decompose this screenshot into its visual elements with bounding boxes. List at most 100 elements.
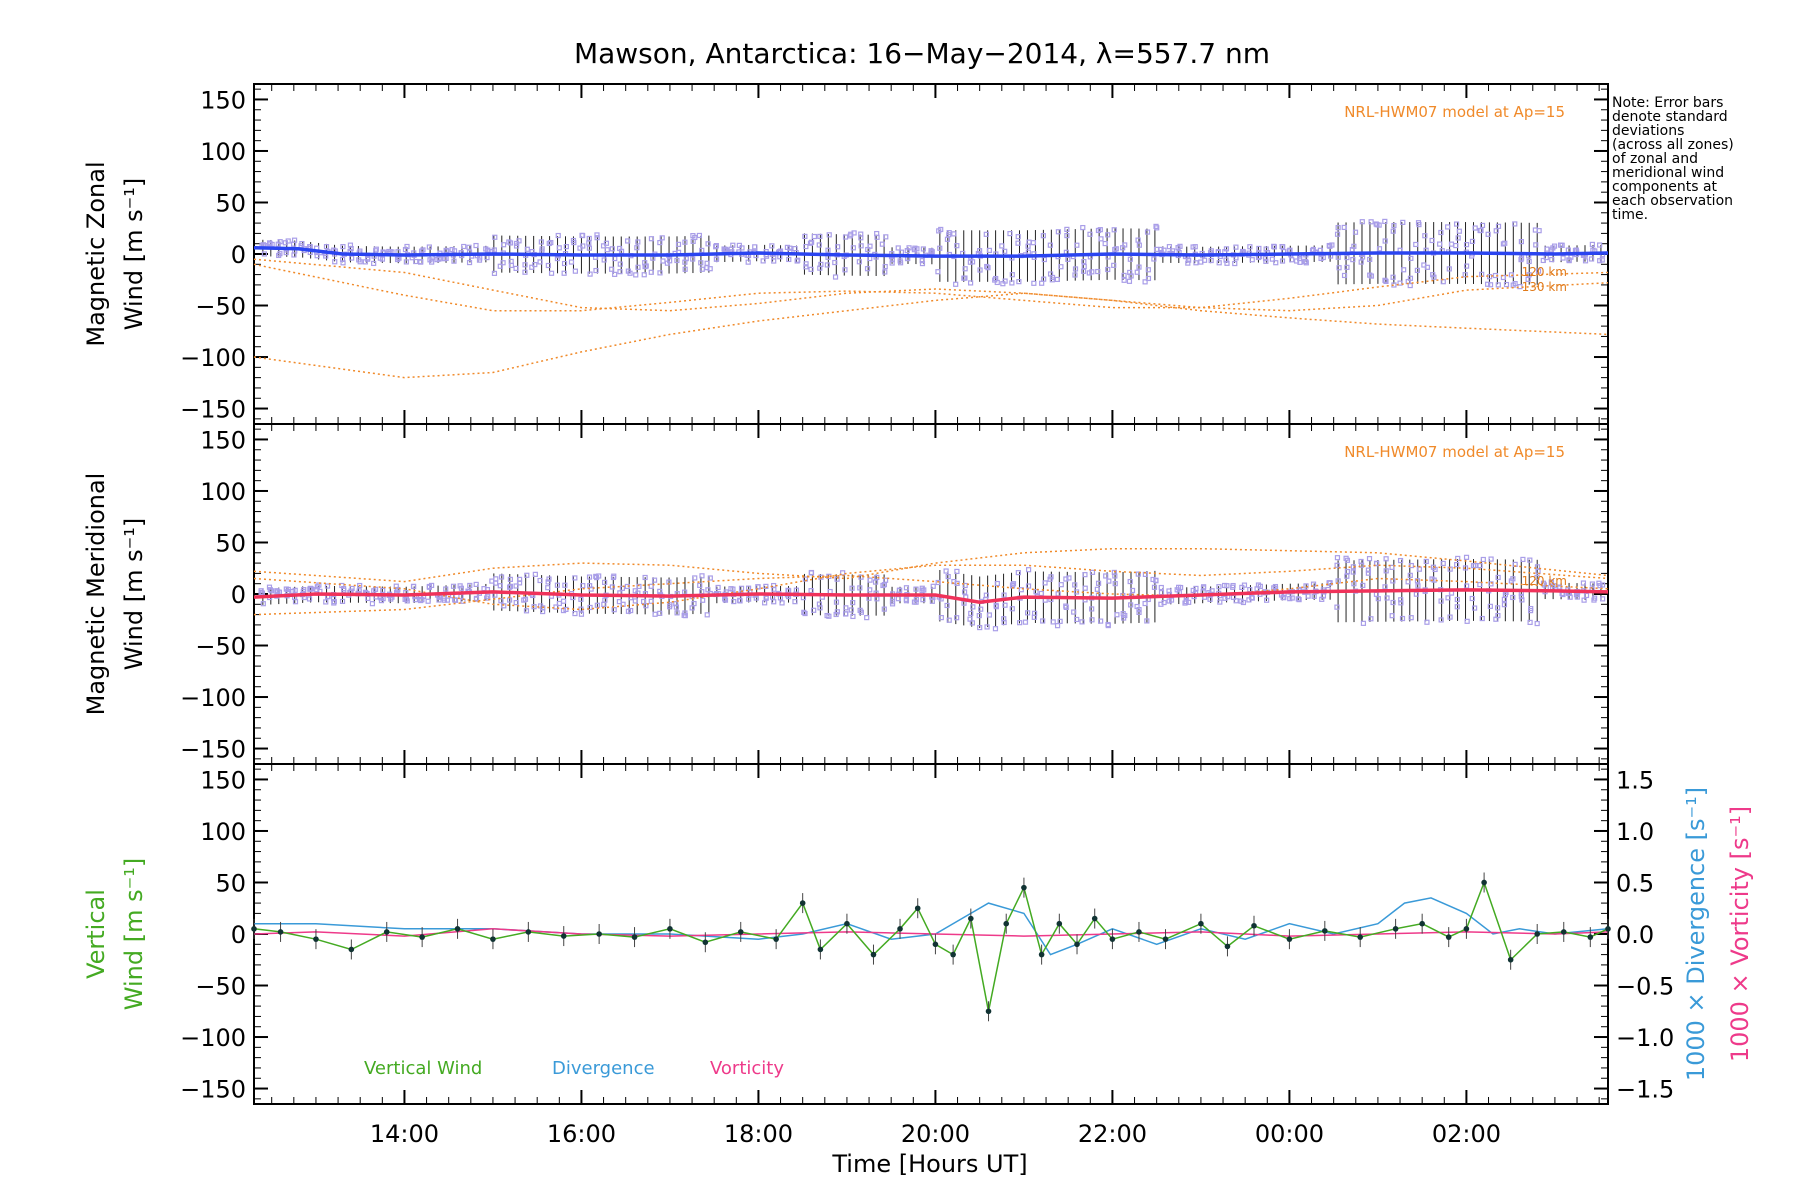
zone-point — [1217, 599, 1223, 605]
zone-point — [1367, 256, 1373, 263]
zone-point — [832, 259, 838, 266]
zone-point — [1336, 265, 1342, 271]
zone-point — [858, 243, 864, 249]
zone-point — [554, 255, 561, 262]
zone-point — [1527, 557, 1533, 563]
zone-point — [1566, 257, 1572, 263]
zone-point — [1445, 595, 1451, 601]
vertical-wind-point — [773, 936, 779, 942]
vertical-wind-point — [348, 946, 355, 953]
zone-point — [1551, 243, 1558, 249]
zone-point — [572, 575, 578, 581]
zone-point — [929, 249, 935, 255]
zone-point — [1185, 260, 1191, 266]
zone-point — [1153, 246, 1160, 252]
zone-point — [938, 226, 944, 233]
zone-point — [347, 242, 354, 248]
zone-point — [713, 256, 720, 262]
zonal-model-height-label: 130 km — [1522, 280, 1567, 294]
model-curve — [253, 564, 1609, 611]
zone-point — [394, 256, 401, 263]
zone-point — [911, 599, 918, 605]
zone-point — [879, 241, 885, 247]
zone-point — [1592, 595, 1598, 601]
zone-point — [1064, 226, 1070, 232]
zone-point — [648, 269, 654, 275]
y-tick-label: 50 — [215, 869, 246, 897]
zone-point — [1126, 278, 1133, 284]
zone-point — [1358, 259, 1364, 265]
zone-point — [1389, 564, 1395, 570]
vertical-wind-point — [1560, 929, 1567, 935]
zone-point — [640, 598, 647, 605]
zone-point — [1493, 228, 1499, 234]
zone-point — [1536, 228, 1542, 234]
zone-point — [1487, 603, 1493, 609]
zone-point — [1050, 619, 1056, 625]
zone-point — [1470, 563, 1477, 569]
zone-point — [1373, 221, 1379, 227]
zone-point — [332, 259, 338, 265]
zone-point — [833, 599, 840, 605]
zone-point — [1311, 593, 1317, 599]
zone-point — [850, 599, 856, 606]
zone-point — [1026, 239, 1032, 245]
vertical-wind-point — [277, 929, 284, 935]
zone-point — [954, 568, 960, 575]
zone-point — [1508, 578, 1514, 584]
zone-point — [903, 598, 910, 604]
zone-point — [692, 575, 698, 581]
zone-point — [1480, 556, 1486, 563]
zone-point — [1166, 244, 1173, 250]
zone-point — [977, 267, 983, 273]
zone-point — [1597, 242, 1603, 248]
zone-point — [731, 598, 737, 605]
zone-point — [713, 243, 719, 249]
zone-point — [1066, 575, 1072, 581]
zone-point — [635, 239, 641, 245]
zone-point — [1246, 597, 1252, 603]
zone-point — [938, 614, 944, 621]
zone-point — [1262, 256, 1269, 262]
zone-point — [803, 243, 809, 250]
zone-point — [556, 245, 562, 251]
zone-point — [1494, 605, 1501, 611]
zone-point — [1518, 593, 1524, 600]
zone-point — [850, 613, 856, 620]
zone-point — [1365, 567, 1372, 573]
zone-point — [1106, 578, 1112, 584]
zone-point — [803, 261, 809, 267]
zone-point — [1383, 568, 1389, 574]
zone-point — [858, 609, 864, 615]
zone-point — [1089, 617, 1095, 623]
zone-point — [648, 583, 654, 589]
zone-point — [827, 588, 833, 595]
zonal-mean-line — [253, 246, 1609, 258]
y-tick-label: 50 — [215, 529, 246, 557]
zone-point — [1391, 222, 1397, 229]
zone-point — [1453, 242, 1459, 249]
zone-point — [1033, 589, 1039, 595]
y2-tick-label: −1.0 — [1616, 1024, 1674, 1052]
zone-point — [641, 272, 647, 278]
zone-point — [1009, 280, 1015, 286]
zone-point — [330, 595, 337, 602]
zone-point — [1111, 262, 1117, 268]
zone-point — [808, 570, 814, 576]
zone-point — [1389, 613, 1395, 619]
zone-point — [388, 596, 394, 602]
zone-point — [1334, 562, 1340, 568]
zone-point — [1134, 603, 1140, 610]
zone-point — [857, 585, 863, 591]
zone-point — [976, 612, 982, 619]
zone-point — [1049, 274, 1056, 281]
zone-point — [537, 577, 543, 584]
zone-point — [1015, 570, 1021, 576]
zone-point — [532, 261, 538, 268]
zone-point — [369, 601, 376, 607]
zone-point — [1520, 556, 1526, 563]
zone-point — [593, 573, 599, 579]
vertical-wind-point — [667, 926, 673, 932]
legend-vertical-wind: Vertical Wind — [364, 1058, 482, 1079]
zone-point — [507, 583, 514, 589]
